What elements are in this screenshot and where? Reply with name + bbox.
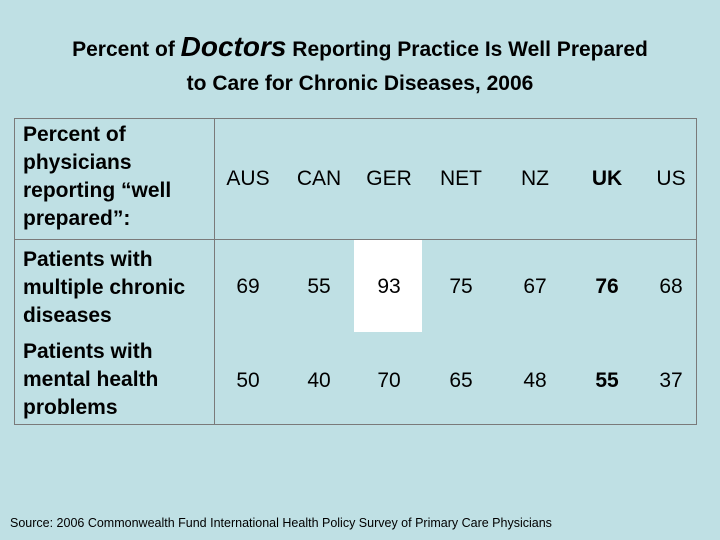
column-header-net: NET: [440, 167, 482, 190]
data-table: Percent of physicians reporting “well pr…: [14, 118, 697, 425]
source-note: Source: 2006 Commonwealth Fund Internati…: [10, 516, 552, 530]
header-divider: [15, 239, 697, 240]
column-header-nz: NZ: [521, 167, 549, 190]
header-label: Percent of physicians reporting “well pr…: [23, 123, 172, 230]
cell-2-nz: 48: [523, 369, 547, 392]
cell-2-us: 37: [659, 369, 683, 392]
chart-title-line-2: to Care for Chronic Diseases, 2006: [186, 72, 534, 95]
chart-title-line-1: Percent of Doctors Reporting Practice Is…: [0, 30, 720, 67]
cell-1-nz: 67: [523, 275, 547, 298]
cell-2-can: 40: [307, 369, 331, 392]
column-header-can: CAN: [296, 167, 342, 190]
cell-1-aus: 69: [236, 275, 260, 298]
chart-title: Percent of Doctors Reporting Practice Is…: [0, 30, 720, 101]
column-header-aus: AUS: [226, 167, 270, 190]
row-label-2: Patients with mental health problems: [23, 340, 159, 419]
cell-1-us: 68: [659, 275, 683, 298]
cell-1-uk: 76: [595, 275, 619, 298]
column-header-uk: UK: [591, 167, 623, 190]
cell-2-aus: 50: [236, 369, 260, 392]
cell-2-uk: 55: [595, 369, 619, 392]
title-prefix: Percent of: [72, 38, 181, 61]
cell-2-ger: 70: [377, 369, 401, 392]
cell-2-net: 65: [449, 369, 473, 392]
row-label-1: Patients with multiple chronic diseases: [23, 248, 186, 327]
title-emphasis: Doctors: [180, 31, 287, 62]
column-header-us: US: [656, 167, 686, 190]
cell-1-ger: 93: [377, 275, 401, 298]
column-divider: [214, 119, 215, 425]
column-header-ger: GER: [366, 167, 412, 190]
title-suffix: Reporting Practice Is Well Prepared: [286, 38, 648, 61]
cell-1-net: 75: [449, 275, 473, 298]
highlighted-cell: [354, 240, 422, 332]
cell-1-can: 55: [307, 275, 331, 298]
